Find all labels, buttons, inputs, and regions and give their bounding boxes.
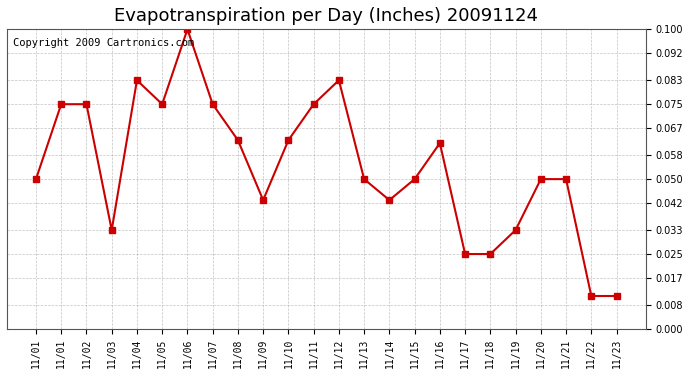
Text: Copyright 2009 Cartronics.com: Copyright 2009 Cartronics.com (13, 38, 195, 48)
Title: Evapotranspiration per Day (Inches) 20091124: Evapotranspiration per Day (Inches) 2009… (115, 7, 538, 25)
